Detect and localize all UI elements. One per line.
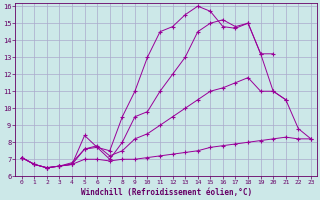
X-axis label: Windchill (Refroidissement éolien,°C): Windchill (Refroidissement éolien,°C): [81, 188, 252, 197]
